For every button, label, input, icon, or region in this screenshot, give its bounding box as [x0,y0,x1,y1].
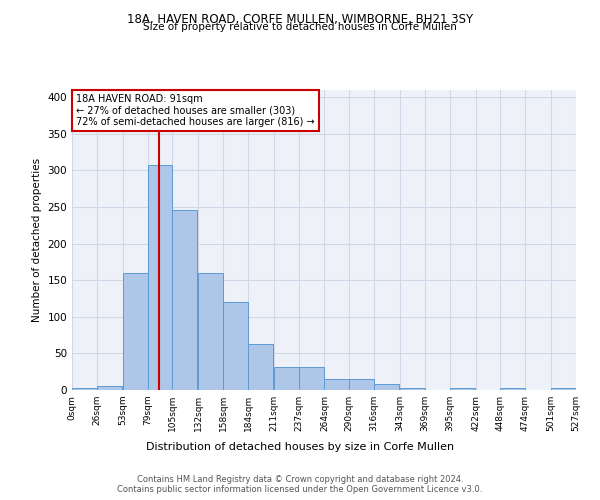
Bar [299,368,323,390]
Bar [122,273,148,390]
Bar [349,379,374,390]
Bar [325,379,349,390]
Bar [500,388,526,390]
Text: Distribution of detached houses by size in Corfe Mullen: Distribution of detached houses by size … [146,442,454,452]
Bar [198,273,223,390]
Bar [248,344,273,390]
Bar [97,386,122,390]
Bar [400,388,425,390]
Text: Size of property relative to detached houses in Corfe Mullen: Size of property relative to detached ho… [143,22,457,32]
Bar [172,210,197,390]
Bar [374,384,399,390]
Text: 18A, HAVEN ROAD, CORFE MULLEN, WIMBORNE, BH21 3SY: 18A, HAVEN ROAD, CORFE MULLEN, WIMBORNE,… [127,12,473,26]
Text: Contains HM Land Registry data © Crown copyright and database right 2024.: Contains HM Land Registry data © Crown c… [137,474,463,484]
Bar [72,388,97,390]
Bar [274,368,299,390]
Y-axis label: Number of detached properties: Number of detached properties [32,158,42,322]
Text: 18A HAVEN ROAD: 91sqm
← 27% of detached houses are smaller (303)
72% of semi-det: 18A HAVEN ROAD: 91sqm ← 27% of detached … [76,94,315,128]
Text: Contains public sector information licensed under the Open Government Licence v3: Contains public sector information licen… [118,484,482,494]
Bar [551,388,576,390]
Bar [450,388,475,390]
Bar [148,166,172,390]
Bar [223,302,248,390]
